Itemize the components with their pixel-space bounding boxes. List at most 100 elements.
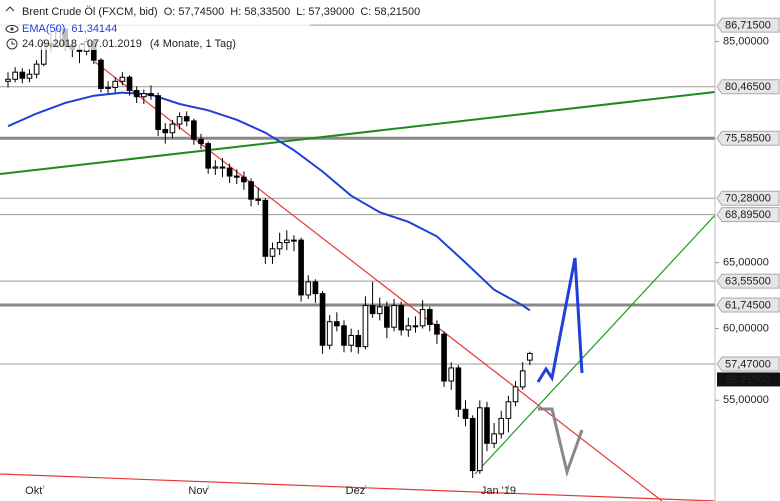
x-tick-label: Dez xyxy=(346,485,366,497)
candle-body xyxy=(212,166,219,169)
legend: Brent Crude Öl (FXCM, bid) O: 57,74500 H: … xyxy=(0,0,420,50)
ema-line xyxy=(7,91,531,312)
candle-body xyxy=(183,116,190,122)
candle-body xyxy=(462,408,469,419)
collapse-icon xyxy=(5,6,15,12)
candle-body xyxy=(105,86,111,89)
candle-body xyxy=(527,352,533,361)
candle-body xyxy=(412,325,419,328)
candle-body xyxy=(348,334,354,346)
legend-instrument: Brent Crude Öl (FXCM, bid) O: 57,74500 H: … xyxy=(22,6,420,18)
clock-icon xyxy=(6,38,18,50)
level-label-box xyxy=(716,17,780,33)
candle-body xyxy=(341,325,347,346)
candle-body xyxy=(334,321,340,327)
candle-body xyxy=(476,407,483,472)
candle-body xyxy=(169,123,176,134)
candle-body xyxy=(298,239,304,296)
candle-body xyxy=(355,334,362,348)
candle-body xyxy=(226,167,233,177)
candle-body xyxy=(141,93,147,98)
candle-body xyxy=(362,305,369,348)
level-label: 63,55500 xyxy=(725,276,771,288)
level-label-box xyxy=(716,207,780,223)
candle-body xyxy=(505,401,512,419)
candle-body xyxy=(434,323,440,335)
candle-body xyxy=(448,367,455,382)
last-price-box xyxy=(717,372,780,387)
forecast-arrow xyxy=(536,257,584,383)
forecast-arrow xyxy=(538,407,584,478)
candle-body xyxy=(26,73,33,79)
legend-range: 24.09.2018 - 07.01.2019 (4 Monate, 1 Tag) xyxy=(22,38,236,50)
trend-line xyxy=(94,61,663,501)
candle-body xyxy=(484,407,490,444)
candle-body xyxy=(162,128,169,134)
level-label: 68,89500 xyxy=(725,209,771,221)
candle-body xyxy=(498,417,505,435)
candle-body xyxy=(112,80,119,88)
y-tick-label: 60,00000 xyxy=(723,322,769,334)
candle-body xyxy=(369,305,376,315)
candle-body xyxy=(198,138,204,145)
candle-body xyxy=(519,370,526,388)
level-label: 80,46500 xyxy=(725,81,771,93)
legend-background xyxy=(0,0,310,50)
candle-body xyxy=(305,281,312,296)
candle-body xyxy=(276,242,283,250)
candle-body xyxy=(176,116,183,125)
candle-body xyxy=(205,143,211,169)
candle-body xyxy=(33,63,40,75)
candle-body xyxy=(248,181,254,200)
trend-line xyxy=(0,91,716,175)
ema-name: EMA(50) xyxy=(22,23,65,35)
candle-body xyxy=(312,281,319,295)
candle-body xyxy=(269,248,276,257)
candle-body xyxy=(419,309,426,327)
level-label-box xyxy=(716,130,780,146)
y-tick-label: 85,00000 xyxy=(723,35,769,47)
last-price-label: 58,21500 xyxy=(725,374,771,386)
level-label-box xyxy=(716,297,780,313)
level-label: 86,71500 xyxy=(725,20,771,32)
candle-body xyxy=(133,90,140,98)
candle-body xyxy=(391,305,397,328)
eye-icon xyxy=(5,25,19,33)
close: C: 58,21500 xyxy=(360,6,420,18)
candle-body xyxy=(19,71,26,79)
span: (4 Monate, 1 Tag) xyxy=(150,38,236,50)
candle-body xyxy=(241,176,247,183)
candles xyxy=(5,25,533,478)
y-tick-label: 55,00000 xyxy=(723,394,769,406)
candle-body xyxy=(191,120,197,140)
candle-body xyxy=(155,95,161,130)
open: O: 57,74500 xyxy=(164,6,225,18)
level-lines xyxy=(0,24,715,365)
x-tick-label: Nov xyxy=(188,485,208,497)
candle-body xyxy=(405,325,412,331)
annotations xyxy=(0,61,780,501)
high: H: 58,33500 xyxy=(230,6,290,18)
legend-ema: EMA(50) 61,34144 xyxy=(22,23,117,35)
candle-body xyxy=(319,293,326,346)
candle-body xyxy=(12,71,18,80)
candle-body xyxy=(384,306,390,328)
range: 24.09.2018 - 07.01.2019 xyxy=(22,38,142,50)
candle-body xyxy=(233,175,240,178)
candle-body xyxy=(219,166,226,169)
level-label-box xyxy=(716,273,780,289)
candle-body xyxy=(126,76,133,92)
candle-body xyxy=(455,367,462,410)
candle-body xyxy=(376,306,383,315)
low: L: 57,39000 xyxy=(296,6,354,18)
axis-background xyxy=(715,0,780,501)
candle-body xyxy=(148,93,154,97)
instrument: Brent Crude Öl (FXCM, bid) xyxy=(22,6,158,18)
trend-line xyxy=(0,473,716,501)
candle-body xyxy=(469,417,476,472)
y-tick-label: 65,00000 xyxy=(723,257,769,269)
candle-body xyxy=(119,76,126,82)
x-tick-label: Okt xyxy=(25,485,42,497)
clock-icon xyxy=(11,41,15,45)
